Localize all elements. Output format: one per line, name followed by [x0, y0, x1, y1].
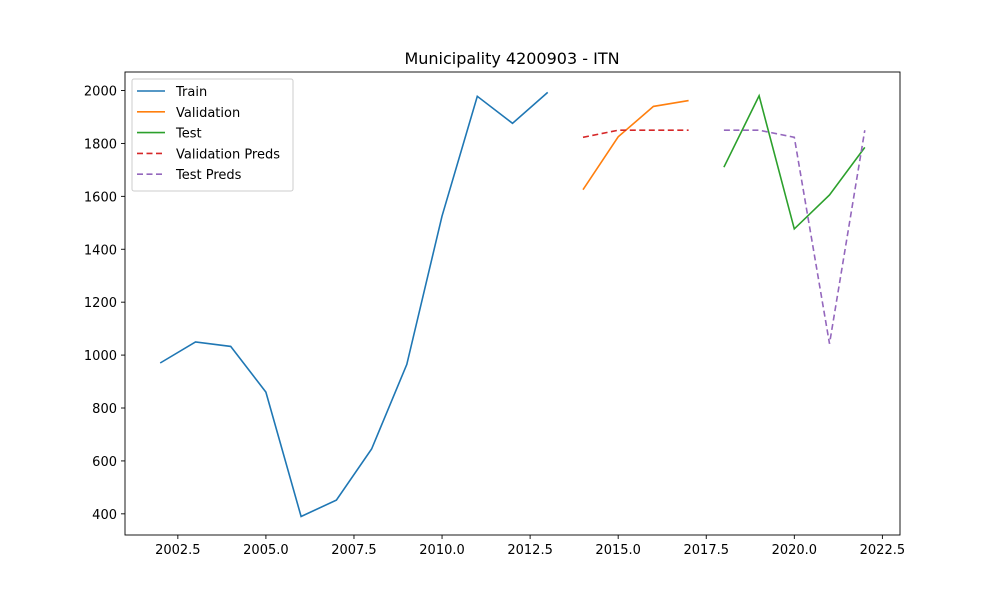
- x-tick-label: 2015.0: [595, 543, 641, 558]
- legend-label-test: Test: [175, 127, 202, 142]
- y-tick-label: 1800: [84, 137, 117, 152]
- plot-area: [159, 91, 866, 518]
- y-tick-label: 1000: [84, 349, 117, 364]
- x-tick-label: 2012.5: [507, 543, 553, 558]
- y-tick-label: 800: [92, 402, 117, 417]
- x-tick-label: 2010.0: [419, 543, 465, 558]
- series-line-train: [159, 91, 549, 518]
- y-tick-label: 1400: [84, 243, 117, 258]
- legend-label-test-preds: Test Preds: [175, 168, 242, 183]
- x-tick-label: 2022.5: [860, 543, 906, 558]
- x-tick-label: 2020.0: [772, 543, 818, 558]
- series-line-test-preds: [723, 129, 866, 344]
- legend-label-train: Train: [175, 85, 207, 100]
- x-tick-label: 2017.5: [684, 543, 730, 558]
- legend-label-validation-preds: Validation Preds: [176, 147, 280, 162]
- legend-label-validation: Validation: [176, 106, 240, 121]
- legend-box: [131, 78, 294, 192]
- y-tick-label: 1600: [84, 190, 117, 205]
- y-tick-label: 2000: [84, 85, 117, 100]
- axes: 2002.5 2005.0 2007.5 2010.0 2012.5 2015.0 2017…: [84, 71, 906, 558]
- axes-frame: [124, 71, 901, 536]
- chart-title: Municipality 4200903 - ITN: [404, 49, 619, 68]
- x-tick-label: 2007.5: [331, 543, 377, 558]
- series-line-test: [723, 93, 866, 231]
- x-tick-label: 2002.5: [155, 543, 201, 558]
- y-tick-label: 1200: [84, 296, 117, 311]
- series-line-validation: [582, 99, 689, 191]
- y-tick-label: 400: [92, 508, 117, 523]
- y-tick-label: 600: [92, 455, 117, 470]
- legend: Train Validation Test Validation Preds Test …: [131, 78, 294, 192]
- series-line-validation-preds: [582, 129, 689, 139]
- x-tick-label: 2005.0: [243, 543, 289, 558]
